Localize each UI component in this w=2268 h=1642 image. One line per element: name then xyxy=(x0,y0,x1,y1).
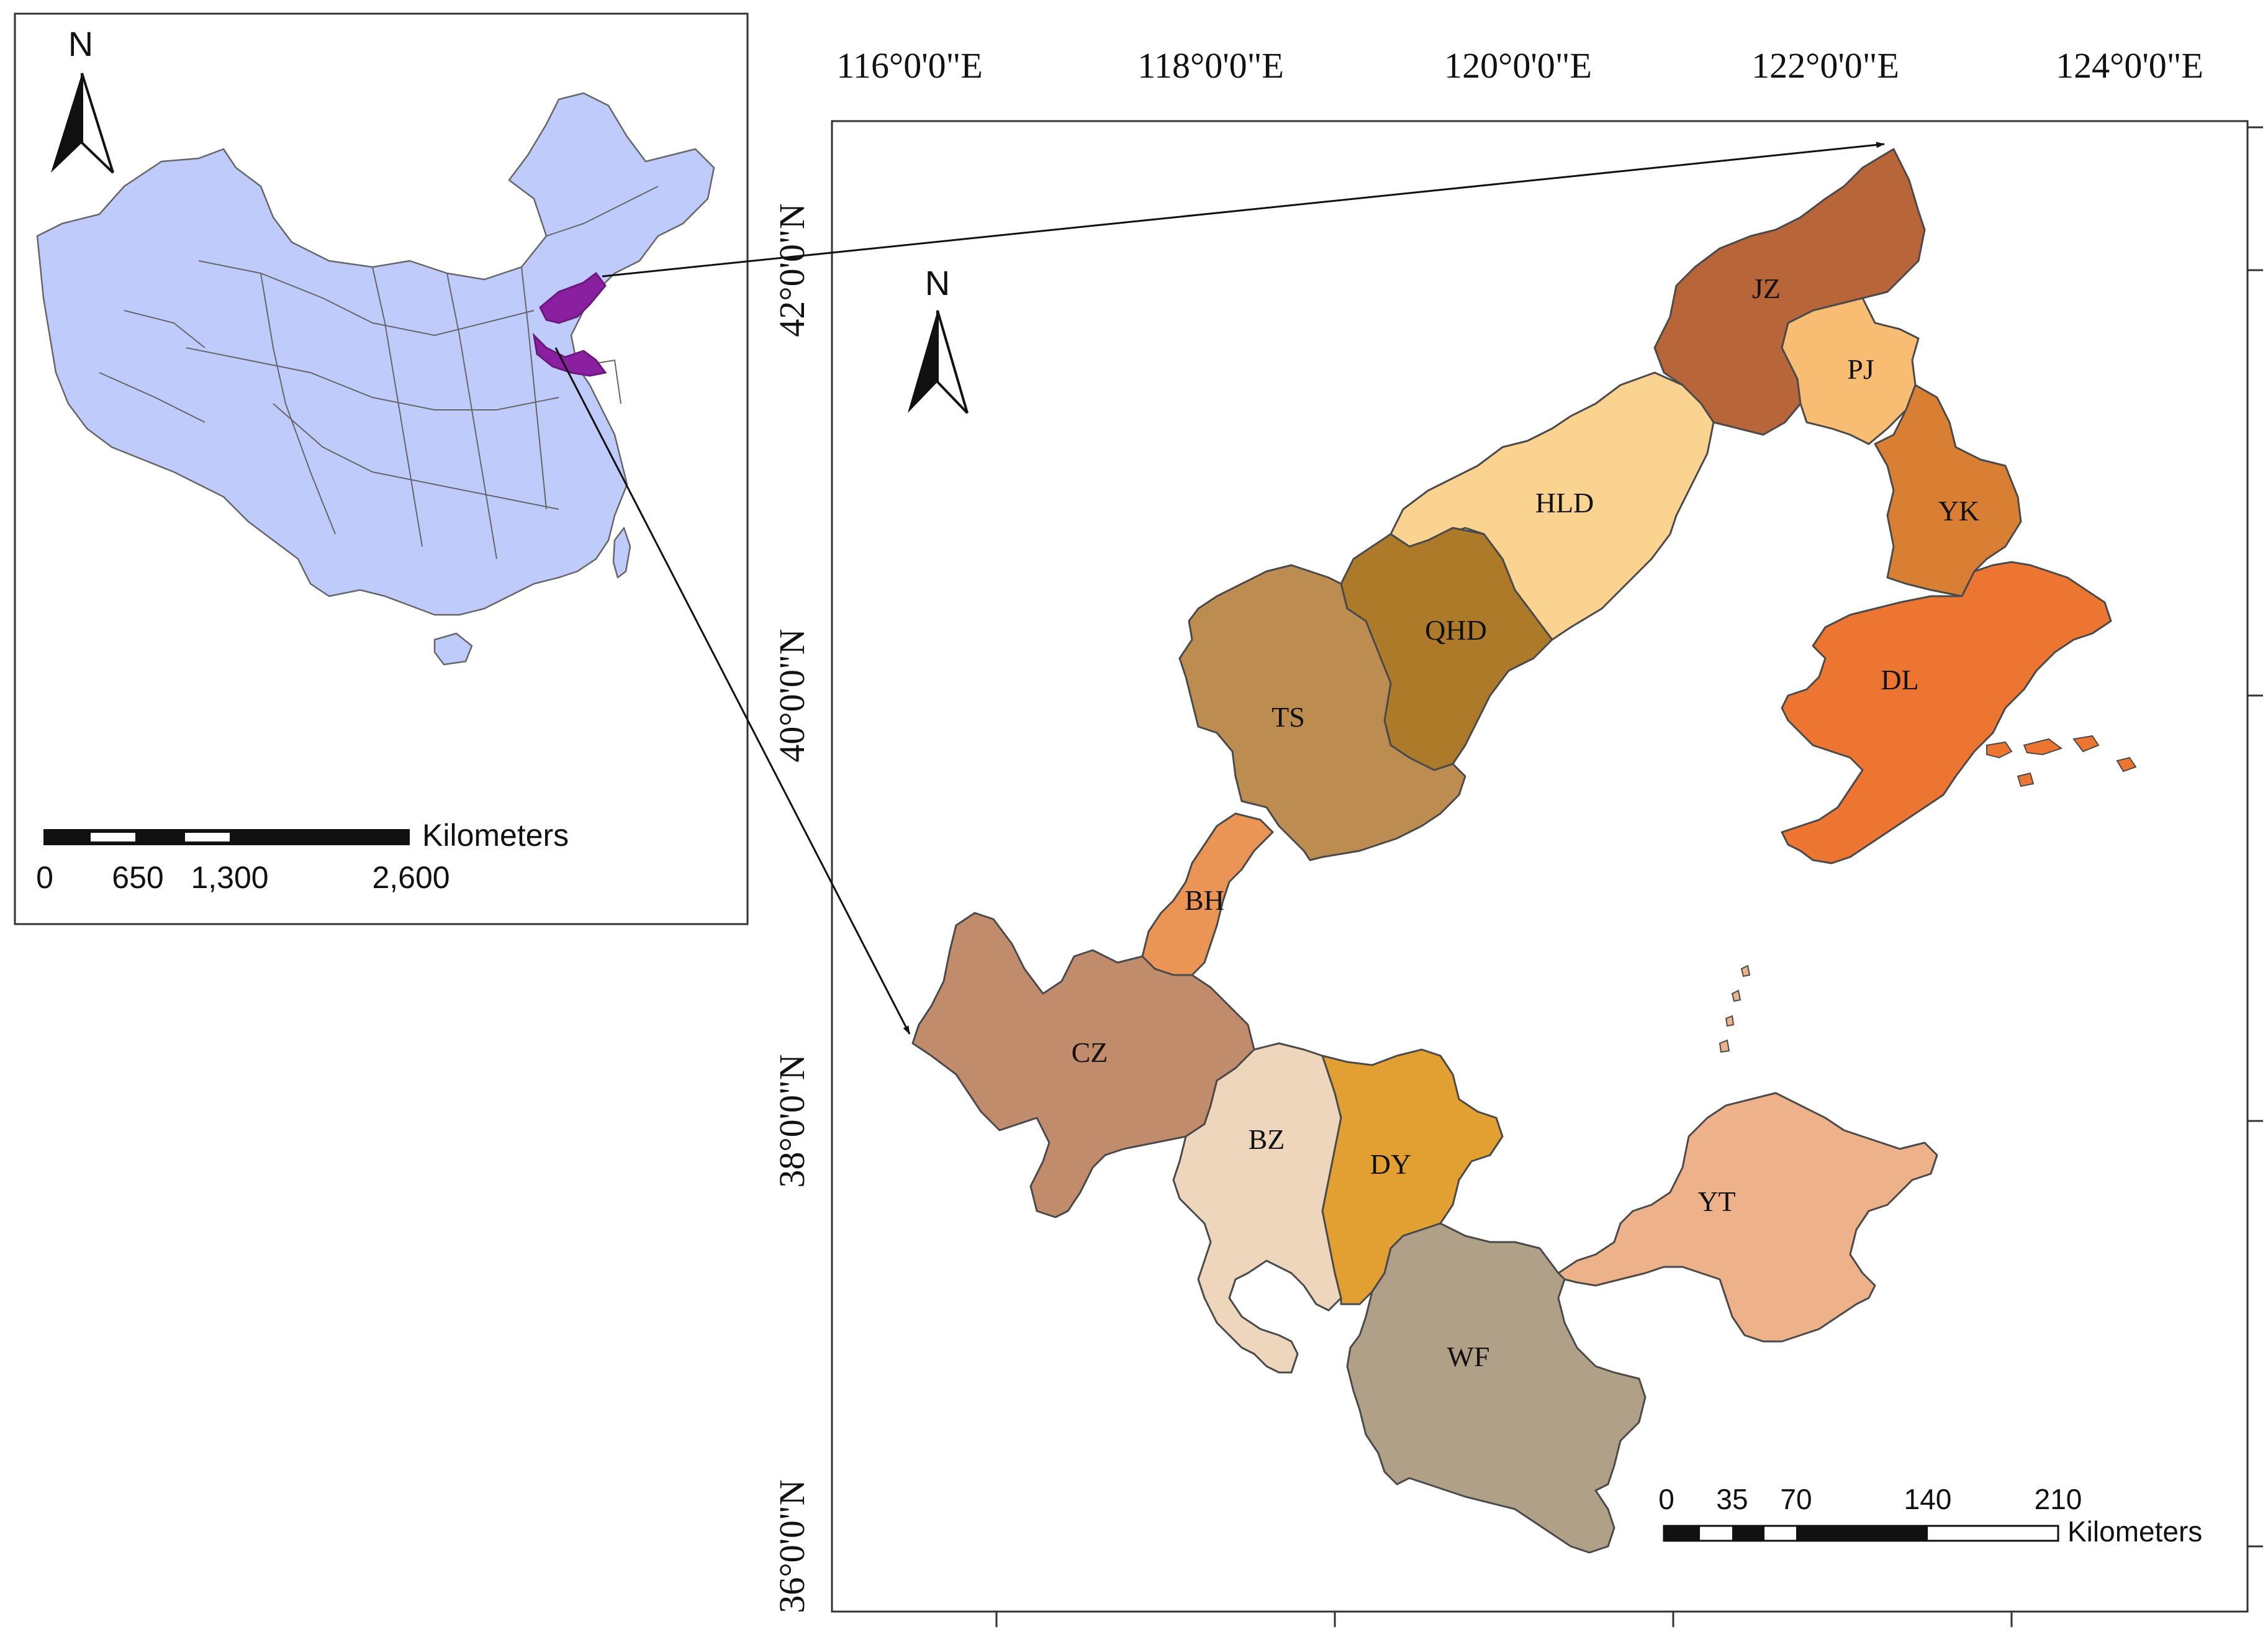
yt-islands xyxy=(1719,964,1751,1053)
label-JZ: JZ xyxy=(1752,273,1781,304)
label-BH: BH xyxy=(1185,884,1224,916)
inset-scale-unit: Kilometers xyxy=(422,818,569,853)
lon-label-124: 124°0'0"E xyxy=(2056,45,2203,86)
main-scale-tick-0: 0 xyxy=(1658,1483,1674,1515)
china-inset-map: N Kilometers 0 650 1,300 2,600 xyxy=(14,12,749,925)
lat-label-42: 42°0'0"N xyxy=(772,203,812,337)
main-north-arrow: N xyxy=(908,263,969,414)
label-DL: DL xyxy=(1881,664,1918,696)
lon-label-122: 122°0'0"E xyxy=(1751,45,1899,86)
main-scale-unit: Kilometers xyxy=(2067,1515,2202,1548)
inset-north-label: N xyxy=(68,24,93,63)
inset-scale-tick-1: 650 xyxy=(112,860,163,895)
lon-tick-marks xyxy=(995,126,2263,1627)
inset-north-arrow: N xyxy=(51,24,114,174)
inset-scale-tick-3: 2,600 xyxy=(372,860,450,895)
label-PJ: PJ xyxy=(1847,353,1874,385)
main-scale-tick-4: 210 xyxy=(2035,1483,2082,1515)
region-JZ xyxy=(1653,148,1926,436)
main-scale-bar: 0 35 70 140 210 Kilometers xyxy=(1658,1483,2202,1548)
label-BZ: BZ xyxy=(1249,1123,1285,1155)
main-map: 116°0'0"E 118°0'0"E 120°0'0"E 122°0'0"E … xyxy=(772,45,2263,1627)
hainan-island xyxy=(433,632,473,666)
label-TS: TS xyxy=(1272,701,1305,733)
label-DY: DY xyxy=(1370,1148,1411,1180)
main-scale-tick-1: 35 xyxy=(1716,1483,1748,1515)
region-labels: JZ PJ HLD YK QHD DL TS BH CZ BZ DY YT WF xyxy=(1072,273,1980,1372)
region-CZ xyxy=(911,912,1255,1218)
region-DL xyxy=(1781,561,2112,864)
region-WF xyxy=(1346,1222,1647,1554)
province-boundaries xyxy=(99,186,659,560)
label-WF: WF xyxy=(1447,1341,1490,1372)
taiwan-island xyxy=(612,527,631,579)
inset-scale-tick-2: 1,300 xyxy=(191,860,268,895)
regions xyxy=(911,148,2137,1554)
label-CZ: CZ xyxy=(1072,1036,1108,1068)
lat-label-40: 40°0'0"N xyxy=(772,628,812,762)
region-TS xyxy=(1178,564,1466,861)
arrow-to-south-region xyxy=(554,347,911,1035)
connector-arrows xyxy=(554,142,1885,1035)
arrow-to-north-region xyxy=(602,142,1885,278)
dl-islands xyxy=(1986,735,2137,787)
region-PJ xyxy=(1781,297,1920,445)
inset-scale-tick-0: 0 xyxy=(36,860,53,895)
lat-labels: 42°0'0"N 40°0'0"N 38°0'0"N 36°0'0"N xyxy=(772,203,812,1613)
lat-label-36: 36°0'0"N xyxy=(772,1479,812,1613)
lon-label-116: 116°0'0"E xyxy=(836,45,983,86)
lon-labels: 116°0'0"E 118°0'0"E 120°0'0"E 122°0'0"E … xyxy=(836,45,2203,86)
main-scale-tick-2: 70 xyxy=(1780,1483,1812,1515)
label-YT: YT xyxy=(1697,1186,1735,1217)
label-QHD: QHD xyxy=(1425,614,1487,646)
label-YK: YK xyxy=(1938,495,1979,527)
lon-label-120: 120°0'0"E xyxy=(1444,45,1592,86)
lat-label-38: 38°0'0"N xyxy=(772,1054,812,1187)
main-scale-tick-3: 140 xyxy=(1904,1483,1952,1515)
lon-label-118: 118°0'0"E xyxy=(1137,45,1284,86)
main-north-label: N xyxy=(925,263,950,302)
inset-scale-bar: Kilometers 0 650 1,300 2,600 xyxy=(36,818,569,895)
region-YT xyxy=(1557,1092,1938,1343)
label-HLD: HLD xyxy=(1535,487,1594,519)
